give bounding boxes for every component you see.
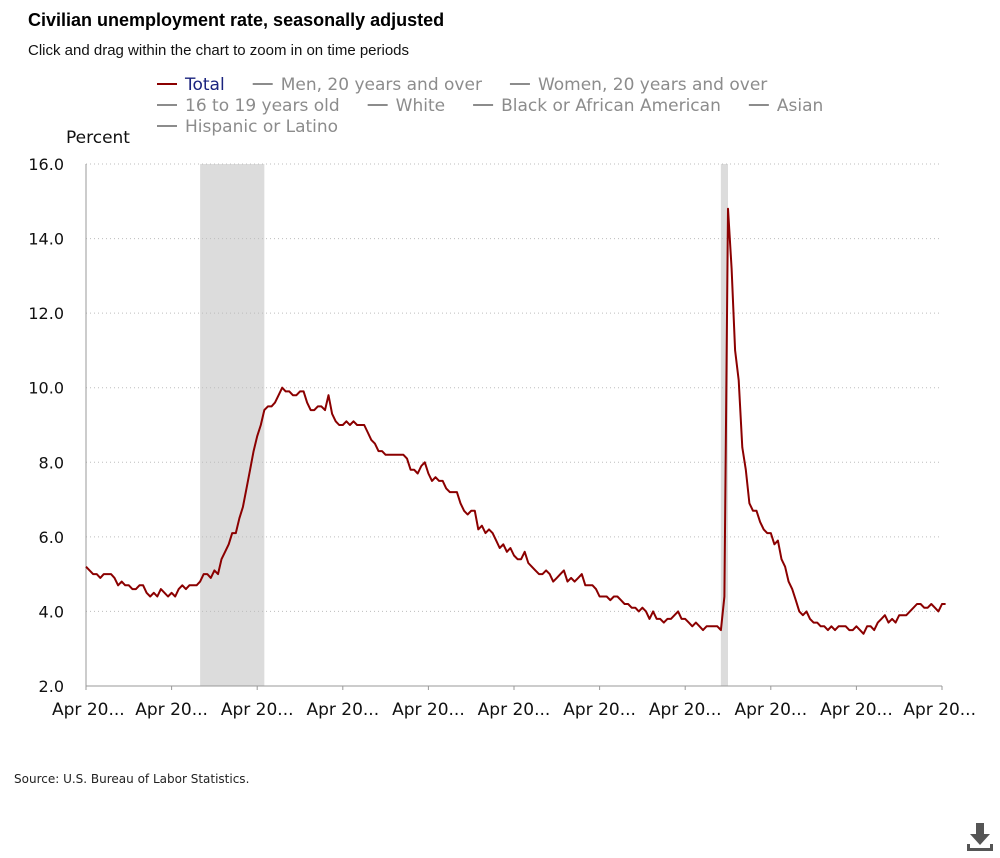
legend-label: Black or African American xyxy=(501,96,721,116)
x-tick-label: Apr 20... xyxy=(820,700,893,720)
x-tick-labels: Apr 20... Apr 20... Apr 20... Apr 20... Apr … xyxy=(52,686,976,720)
y-tick-label: 12.0 xyxy=(28,304,64,323)
legend-item[interactable]: Asian xyxy=(748,96,823,116)
x-tick-label: Apr 20... xyxy=(306,700,379,720)
y-tick-label: 2.0 xyxy=(39,677,64,696)
y-tick-label: 14.0 xyxy=(28,230,64,249)
download-button[interactable] xyxy=(963,820,997,854)
y-tick-label: 4.0 xyxy=(39,602,64,621)
legend-item[interactable]: White xyxy=(367,96,445,116)
series-layer xyxy=(85,207,946,635)
legend-item[interactable]: Black or African American xyxy=(473,96,721,116)
series-line-total[interactable] xyxy=(85,207,946,635)
y-tick-label: 16.0 xyxy=(28,155,64,174)
x-tick-label: Apr 20... xyxy=(649,700,722,720)
legend-label: Men, 20 years and over xyxy=(281,75,482,95)
x-tick-label: Apr 20... xyxy=(903,700,976,720)
x-tick-label: Apr 20... xyxy=(221,700,294,720)
recession-band xyxy=(200,164,265,686)
x-tick-label: Apr 20... xyxy=(392,700,465,720)
y-tick-labels: 2.0 4.0 6.0 8.0 10.0 12.0 14.0 16.0 xyxy=(28,155,64,696)
legend-label: White xyxy=(396,96,445,116)
y-axis-title: Percent xyxy=(66,128,130,148)
chart-legend: Total Men, 20 years and over Women, 20 yea… xyxy=(157,75,823,137)
legend-label: Women, 20 years and over xyxy=(538,75,767,95)
legend-item[interactable]: Hispanic or Latino xyxy=(157,117,338,137)
chart-title: Civilian unemployment rate, seasonally a… xyxy=(28,10,445,30)
x-tick-label: Apr 20... xyxy=(563,700,636,720)
legend-item[interactable]: 16 to 19 years old xyxy=(157,96,340,116)
legend-label: Hispanic or Latino xyxy=(185,117,338,137)
gridlines xyxy=(86,163,942,612)
y-tick-label: 8.0 xyxy=(39,453,64,472)
legend-item[interactable]: Men, 20 years and over xyxy=(252,75,482,95)
x-tick-label: Apr 20... xyxy=(478,700,551,720)
x-tick-label: Apr 20... xyxy=(135,700,208,720)
recession-band xyxy=(720,164,728,686)
y-tick-label: 10.0 xyxy=(28,379,64,398)
chart-subtitle: Click and drag within the chart to zoom … xyxy=(28,42,410,59)
legend-label: Asian xyxy=(777,96,823,116)
y-tick-label: 6.0 xyxy=(39,528,64,547)
download-icon xyxy=(967,823,993,851)
x-tick-label: Apr 20... xyxy=(52,700,125,720)
legend-label: Total xyxy=(184,75,225,95)
x-tick-label: Apr 20... xyxy=(734,700,807,720)
line-chart[interactable]: Total Men, 20 years and over Women, 20 yea… xyxy=(0,0,1000,760)
legend-item[interactable]: Total xyxy=(157,75,225,95)
source-note: Source: U.S. Bureau of Labor Statistics. xyxy=(14,772,250,786)
recession-bands xyxy=(200,164,728,686)
legend-item[interactable]: Women, 20 years and over xyxy=(509,75,767,95)
legend-label: 16 to 19 years old xyxy=(185,96,340,116)
